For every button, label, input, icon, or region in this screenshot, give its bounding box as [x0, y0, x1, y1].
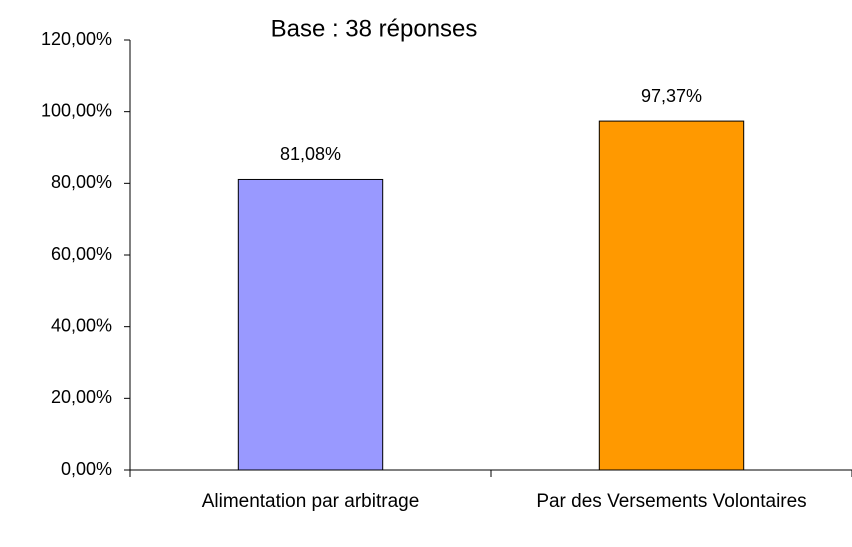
x-tick-label: Par des Versements Volontaires: [536, 491, 807, 512]
value-label: 81,08%: [280, 144, 341, 164]
y-tick-label: 20,00%: [51, 387, 112, 407]
y-tick-label: 80,00%: [51, 172, 112, 192]
bar: [237, 178, 384, 471]
y-tick-label: 120,00%: [41, 29, 112, 49]
bar: [598, 120, 745, 471]
y-tick-label: 60,00%: [51, 244, 112, 264]
y-tick-label: 0,00%: [61, 459, 112, 479]
y-tick-label: 100,00%: [41, 100, 112, 120]
chart-title: Base : 38 réponses: [271, 15, 478, 42]
value-label: 97,37%: [641, 86, 702, 106]
x-tick-label: Alimentation par arbitrage: [201, 491, 420, 512]
y-tick-label: 40,00%: [51, 315, 112, 335]
